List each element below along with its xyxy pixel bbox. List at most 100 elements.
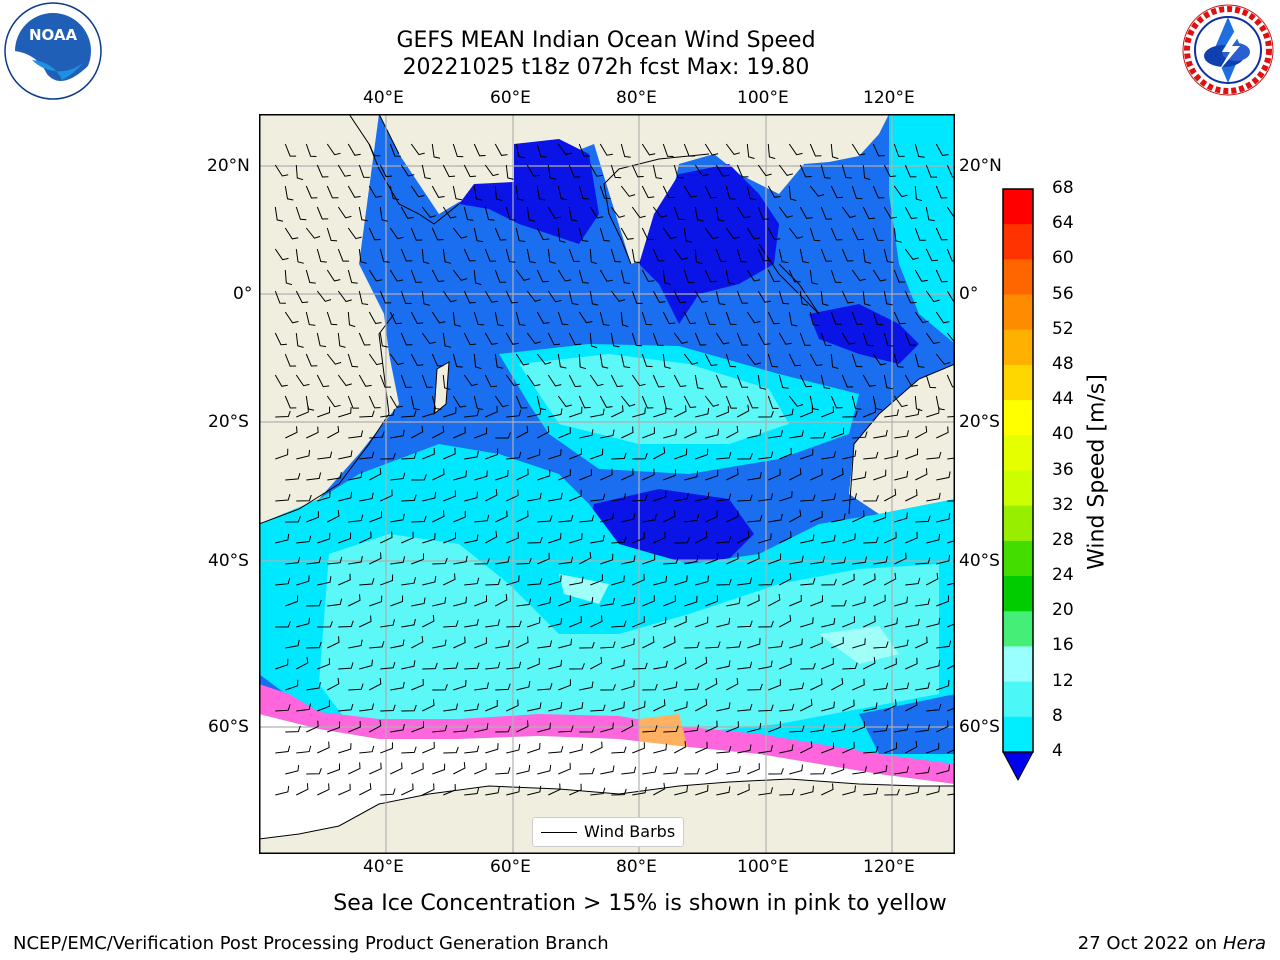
wind-barb bbox=[831, 677, 844, 691]
wind-barb bbox=[390, 556, 406, 565]
calm-zone-bengal bbox=[639, 164, 779, 324]
wind-barb bbox=[579, 429, 594, 439]
wind-barb bbox=[726, 510, 739, 523]
wind-barb bbox=[632, 616, 645, 628]
wind-barb bbox=[516, 764, 531, 775]
wind-barb bbox=[422, 576, 437, 586]
wind-barb bbox=[632, 452, 648, 460]
wind-barb bbox=[674, 537, 690, 544]
wind-barb bbox=[757, 248, 770, 262]
wind-barb bbox=[368, 227, 381, 241]
wind-barb bbox=[536, 185, 546, 201]
wind-barb bbox=[348, 762, 361, 775]
wind-barb bbox=[537, 596, 552, 607]
wind-barb bbox=[305, 185, 318, 199]
colorbar-cell bbox=[1003, 716, 1033, 753]
wind-barb bbox=[809, 185, 825, 197]
wind-barb bbox=[295, 206, 307, 221]
wind-barb bbox=[641, 185, 655, 199]
wind-barb bbox=[526, 248, 536, 264]
wind-barb bbox=[380, 574, 394, 586]
wind-barb bbox=[767, 395, 779, 409]
wind-barb bbox=[862, 290, 871, 306]
wind-barb bbox=[369, 678, 382, 691]
colorbar-tick: 56 bbox=[1052, 283, 1074, 304]
wind-barb bbox=[821, 406, 834, 418]
wind-barb bbox=[443, 783, 456, 796]
wind-barb bbox=[652, 248, 665, 262]
wind-barb bbox=[631, 206, 646, 219]
wind-barb bbox=[589, 206, 604, 219]
wind-barb bbox=[579, 767, 595, 775]
wind-barb bbox=[390, 723, 405, 733]
wind-barb bbox=[389, 311, 403, 325]
wind-barb bbox=[611, 746, 627, 754]
wind-barb bbox=[915, 468, 928, 481]
wind-barb bbox=[442, 206, 457, 219]
wind-barb bbox=[715, 164, 729, 177]
wind-barb bbox=[421, 164, 431, 180]
wind-barb bbox=[726, 640, 742, 649]
wind-barb bbox=[485, 699, 498, 712]
wind-barb bbox=[579, 641, 595, 649]
wind-barb bbox=[348, 555, 363, 565]
wind-barb bbox=[380, 742, 393, 754]
wind-barb bbox=[348, 430, 364, 439]
wind-barb bbox=[789, 725, 805, 733]
wind-barb bbox=[632, 573, 645, 586]
wind-barb bbox=[548, 745, 564, 754]
wind-barb bbox=[821, 493, 837, 502]
wind-barb bbox=[683, 311, 697, 325]
wind-barb bbox=[872, 311, 884, 326]
wind-barb bbox=[452, 395, 467, 408]
wind-barb bbox=[705, 677, 718, 691]
wind-barb bbox=[694, 248, 703, 265]
wind-barb bbox=[809, 269, 819, 285]
wind-barb bbox=[894, 766, 909, 775]
wind-barb bbox=[474, 427, 488, 439]
wind-barb bbox=[284, 395, 297, 409]
wind-barb bbox=[726, 677, 739, 691]
wind-barb bbox=[905, 489, 918, 502]
wind-barb bbox=[904, 164, 917, 178]
wind-barb bbox=[894, 682, 910, 691]
wind-barb bbox=[547, 164, 557, 180]
wind-barb bbox=[852, 721, 865, 733]
wind-barb bbox=[673, 290, 687, 304]
wind-barb bbox=[390, 681, 405, 691]
wind-barb bbox=[569, 533, 583, 544]
wind-barb bbox=[400, 332, 413, 346]
wind-barb bbox=[400, 164, 415, 177]
wind-barb bbox=[578, 185, 589, 200]
wind-barb bbox=[380, 619, 395, 628]
wind-barb bbox=[600, 765, 615, 775]
wind-barb bbox=[799, 164, 812, 178]
wind-barb bbox=[758, 451, 774, 460]
wind-barb bbox=[537, 425, 550, 439]
wind-barb bbox=[306, 599, 322, 607]
wind-barb bbox=[779, 447, 792, 460]
wind-barb bbox=[305, 311, 316, 326]
wind-barb bbox=[474, 682, 489, 691]
wind-barb bbox=[641, 311, 653, 326]
wind-barb bbox=[683, 143, 696, 157]
wind-barb bbox=[800, 448, 814, 460]
wind-barb bbox=[904, 248, 919, 260]
wind-barb bbox=[936, 640, 952, 649]
wind-barb bbox=[526, 374, 541, 387]
wind-barb bbox=[809, 353, 823, 367]
wind-barb bbox=[536, 143, 547, 158]
chart-title: GEFS MEAN Indian Ocean Wind Speed bbox=[396, 28, 816, 53]
wind-barb bbox=[737, 494, 753, 502]
wind-barb bbox=[883, 164, 897, 178]
wind-barb bbox=[411, 553, 424, 565]
wind-barb bbox=[443, 447, 456, 460]
wind-barb bbox=[611, 405, 624, 418]
wind-barb bbox=[285, 639, 300, 649]
wind-barb bbox=[589, 290, 599, 306]
wind-barb bbox=[663, 595, 676, 607]
wind-barb bbox=[337, 332, 346, 348]
wind-barb bbox=[464, 662, 480, 670]
wind-barb bbox=[905, 740, 918, 754]
wind-barb bbox=[295, 248, 304, 264]
